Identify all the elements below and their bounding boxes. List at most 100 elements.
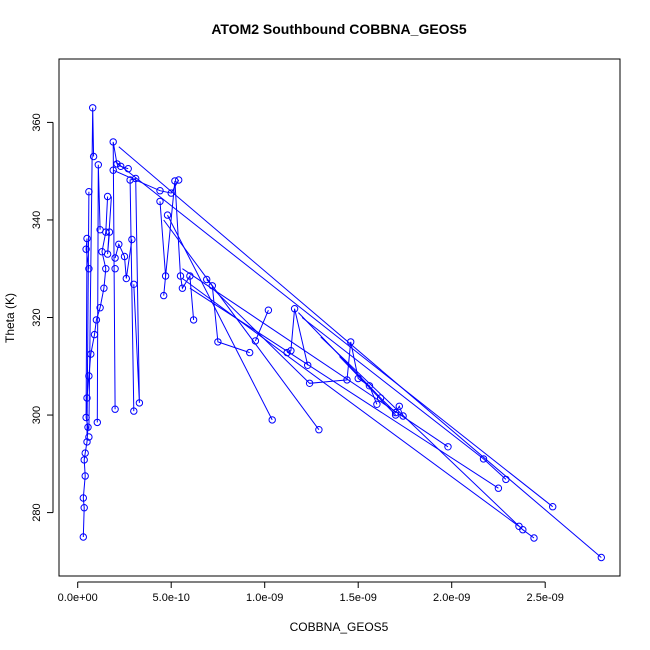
x-tick-label: 5.0e-10	[153, 592, 190, 604]
series-line	[206, 279, 250, 354]
data-point	[81, 449, 89, 457]
series-points	[79, 104, 605, 562]
series-line	[85, 238, 90, 416]
data-point	[83, 394, 91, 402]
series-line	[114, 239, 133, 279]
data-point	[268, 416, 276, 424]
y-tick-label: 280	[31, 503, 43, 521]
series-line	[301, 317, 507, 480]
data-point	[96, 226, 104, 234]
data-point	[122, 274, 131, 283]
data-point	[130, 280, 138, 288]
data-point	[82, 245, 90, 253]
data-point	[94, 161, 103, 169]
data-point	[171, 177, 179, 185]
data-point	[156, 197, 164, 206]
data-point	[315, 426, 323, 434]
y-tick-label: 320	[31, 308, 43, 326]
data-point	[96, 304, 104, 312]
data-point	[102, 265, 110, 273]
data-point	[156, 187, 164, 195]
data-point	[287, 347, 295, 355]
data-point	[494, 484, 503, 492]
series-line	[88, 107, 95, 430]
x-tick-label: 1.0e-09	[246, 592, 283, 604]
data-point	[80, 504, 88, 512]
data-point	[83, 234, 91, 243]
data-point	[246, 348, 254, 357]
data-point	[354, 374, 362, 383]
data-point	[290, 305, 299, 313]
data-point	[189, 316, 198, 324]
data-point	[80, 456, 88, 464]
data-point	[103, 192, 112, 201]
data-point	[161, 272, 170, 280]
series-line	[112, 141, 129, 410]
data-point	[175, 176, 183, 184]
y-axis: 280 300 320 340 360	[31, 113, 54, 522]
data-point	[82, 413, 90, 422]
data-point	[87, 350, 95, 358]
data-point	[85, 188, 93, 196]
data-point	[79, 494, 88, 502]
data-point	[373, 400, 381, 408]
series-line	[320, 336, 535, 539]
y-ticks: 280 300 320 340 360	[31, 113, 53, 522]
y-tick-label: 360	[31, 113, 43, 131]
x-tick-label: 2.0e-09	[433, 592, 470, 604]
data-point	[89, 152, 98, 161]
data-point	[549, 503, 557, 511]
x-tick-label: 2.5e-09	[527, 592, 564, 604]
data-point	[391, 408, 400, 417]
data-point	[132, 174, 140, 183]
data-point	[111, 405, 119, 413]
data-point	[79, 533, 88, 541]
data-point	[176, 272, 185, 280]
series-line	[254, 310, 269, 342]
data-point	[100, 284, 108, 292]
data-point	[395, 402, 403, 410]
series-line	[339, 356, 396, 416]
data-point	[117, 162, 125, 171]
data-point	[111, 265, 119, 273]
y-axis-label: Theta (K)	[3, 293, 17, 343]
x-axis: 0.0e+00 5.0e-10 1.0e-09 1.5e-09 2.0e-09 2.5e-…	[58, 581, 564, 604]
data-point	[515, 522, 523, 530]
data-point	[85, 372, 93, 380]
x-axis-label: COBBNA_GEOS5	[290, 620, 389, 634]
data-point	[103, 250, 112, 258]
data-point	[93, 418, 102, 427]
data-point	[208, 282, 217, 290]
data-point	[530, 534, 538, 542]
x-ticks: 0.0e+00 5.0e-10 1.0e-09 1.5e-09 2.0e-09 2.5e-…	[58, 582, 564, 604]
data-point	[81, 472, 89, 480]
data-point	[109, 138, 117, 146]
data-point	[305, 379, 314, 387]
data-point	[92, 316, 101, 324]
series-line	[118, 146, 602, 558]
y-tick-label: 300	[31, 406, 43, 424]
data-point	[128, 235, 136, 244]
data-point	[111, 254, 119, 262]
data-point	[163, 211, 172, 219]
data-point	[115, 240, 123, 249]
data-point	[304, 361, 312, 369]
series-line	[96, 164, 101, 423]
data-point	[399, 412, 407, 420]
plot-frame	[58, 58, 621, 577]
series-line	[163, 219, 320, 430]
data-point	[283, 348, 291, 357]
data-point	[186, 272, 194, 280]
data-point	[85, 265, 93, 273]
series-lines	[82, 107, 602, 558]
data-point	[178, 284, 187, 292]
data-point	[251, 337, 260, 345]
data-point	[479, 455, 488, 463]
data-point	[109, 166, 117, 174]
data-point	[160, 291, 168, 300]
data-point	[365, 382, 374, 390]
data-point	[167, 189, 175, 197]
x-tick-label: 1.5e-09	[340, 592, 377, 604]
data-point	[83, 438, 91, 446]
